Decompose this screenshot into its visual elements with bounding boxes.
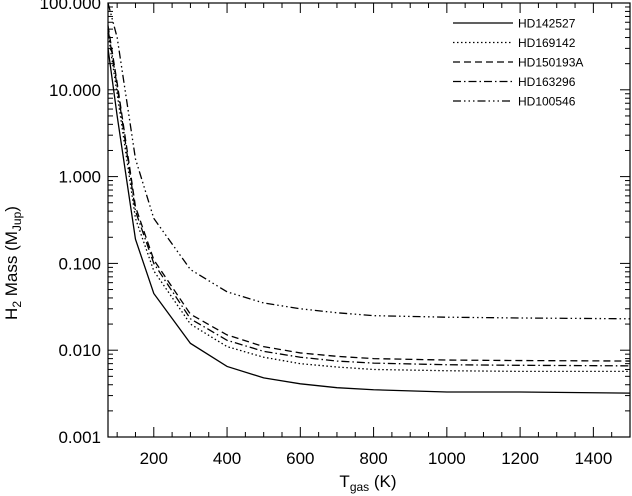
x-tick-label: 200 <box>140 449 168 468</box>
plot-frame <box>107 2 631 438</box>
y-axis-title-sub: 2 <box>10 301 24 308</box>
y-tick-label: 0.001 <box>58 428 101 447</box>
legend-label-hd142527: HD142527 <box>518 17 576 31</box>
y-tick-label: 0.010 <box>58 341 101 360</box>
x-tick-label: 1200 <box>501 449 539 468</box>
legend-label-hd150193a: HD150193A <box>518 56 583 70</box>
y-axis-title-sub2: Jup <box>10 211 24 231</box>
x-tick-label: 1000 <box>428 449 466 468</box>
x-tick-label: 600 <box>286 449 314 468</box>
series-line-hd100546 <box>107 2 631 320</box>
ticks-layer: 200 400 600 800 1000 1200 1400 0.001 0.010 0.100 1… <box>40 0 630 468</box>
y-tick-label: 10.000 <box>49 81 101 100</box>
x-axis-title: Tgas (K) <box>339 472 396 494</box>
legend-label-hd163296: HD163296 <box>518 75 576 89</box>
y-tick-label: 0.100 <box>58 254 101 273</box>
y-tick-label: 1.000 <box>58 168 101 187</box>
series-line-hd150193a <box>107 25 631 362</box>
y-axis-title-post: ) <box>2 206 21 212</box>
series-layer <box>107 2 631 394</box>
x-tick-label: 400 <box>213 449 241 468</box>
y-axis-title: H2 Mass (MJup) <box>2 206 24 320</box>
legend-label-hd100546: HD100546 <box>518 95 576 109</box>
legend: HD142527 HD169142 HD150193A HD163296 HD10054… <box>453 17 583 109</box>
x-axis-title-main: T <box>339 472 349 491</box>
series-line-hd142527 <box>107 48 631 394</box>
y-tick-label: 100.000 <box>40 0 101 13</box>
legend-label-hd169142: HD169142 <box>518 36 576 50</box>
x-axis-title-sub: gas <box>350 480 369 494</box>
series-line-hd169142 <box>107 33 630 373</box>
y-axis-title-mid: Mass (M <box>2 231 21 301</box>
y-axis-title-pre: H <box>2 308 21 320</box>
x-tick-label: 800 <box>359 449 387 468</box>
x-axis-title-unit: (K) <box>369 472 396 491</box>
x-tick-label: 1400 <box>574 449 612 468</box>
